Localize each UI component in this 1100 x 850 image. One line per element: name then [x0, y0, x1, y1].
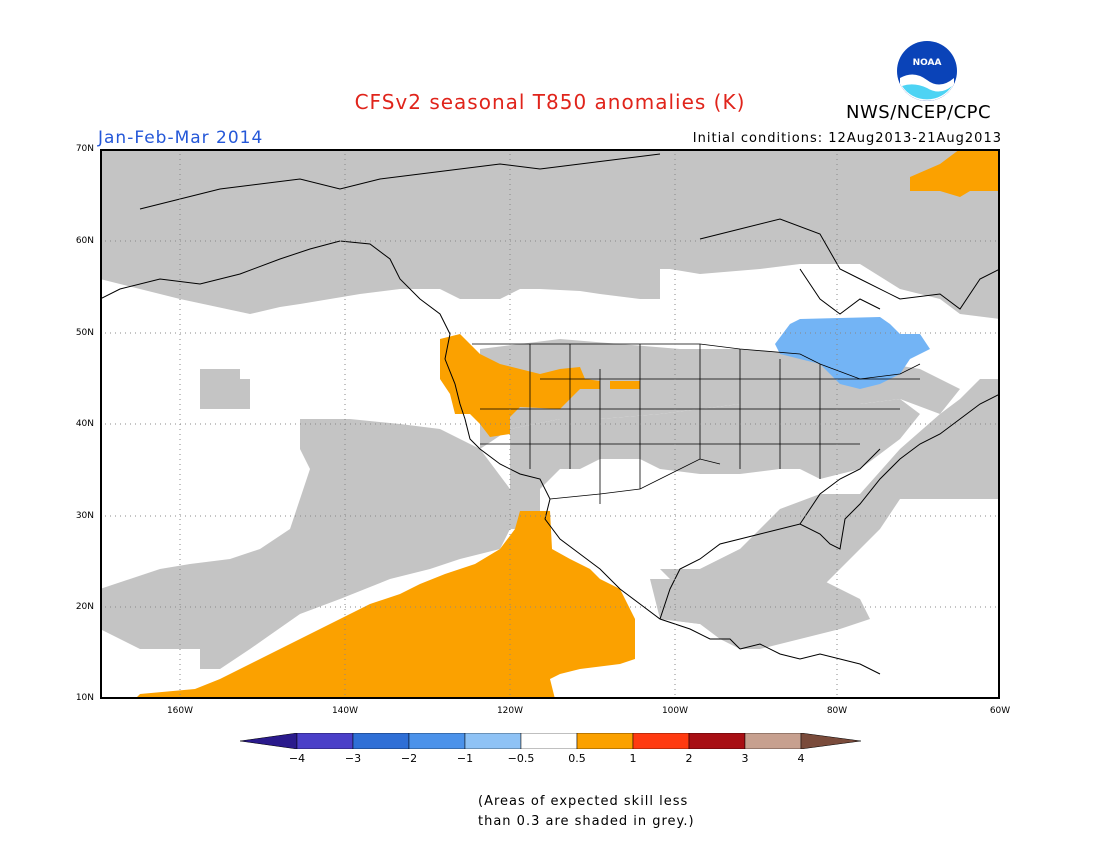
- lon-label-160w: 160W: [166, 706, 194, 716]
- colorbar-label: 0.5: [568, 752, 586, 765]
- colorbar-arrow-low: [239, 732, 298, 750]
- lon-label-60w: 60W: [989, 706, 1011, 716]
- initial-conditions: Initial conditions: 12Aug2013-21Aug2013: [692, 131, 1002, 146]
- noaa-logo: NOAA: [896, 40, 958, 106]
- lat-label-20n: 20N: [75, 602, 94, 612]
- noaa-logo-text: NOAA: [913, 58, 942, 68]
- colorbar-label: 1: [629, 752, 637, 765]
- skill-note: (Areas of expected skill less than 0.3 a…: [478, 792, 695, 832]
- colorbar-label: −4: [288, 752, 306, 765]
- lon-label-80w: 80W: [826, 706, 848, 716]
- colorbar-bin: [632, 732, 690, 750]
- colorbar-bin: [688, 732, 746, 750]
- forecast-period: Jan-Feb-Mar 2014: [98, 128, 264, 148]
- colorbar-bin: [296, 732, 354, 750]
- gridlines: [100, 149, 1000, 699]
- lon-label-140w: 140W: [331, 706, 359, 716]
- colorbar-bin: [744, 732, 802, 750]
- colorbar-arrow-high: [800, 732, 862, 750]
- map-title: CFSv2 seasonal T850 anomalies (K): [354, 90, 746, 114]
- colorbar-bin: [408, 732, 466, 750]
- colorbar-bin: [520, 732, 578, 750]
- colorbar-label: 2: [685, 752, 693, 765]
- colorbar-label: −1: [456, 752, 474, 765]
- map-frame: [100, 149, 1000, 699]
- lat-label-50n: 50N: [75, 328, 94, 338]
- lat-label-70n: 70N: [75, 144, 94, 154]
- skill-note-line2: than 0.3 are shaded in grey.): [478, 814, 695, 829]
- lat-label-60n: 60N: [75, 236, 94, 246]
- anomaly-map: [99, 149, 1001, 703]
- colorbar-label: 3: [741, 752, 749, 765]
- lat-label-30n: 30N: [75, 511, 94, 521]
- colorbar-label: −2: [400, 752, 418, 765]
- lat-label-40n: 40N: [75, 419, 94, 429]
- lon-label-100w: 100W: [661, 706, 689, 716]
- colorbar-bin: [576, 732, 634, 750]
- coastlines: [99, 153, 1001, 675]
- political-borders: [472, 343, 921, 504]
- lat-label-10n: 10N: [75, 693, 94, 703]
- cold-anomaly-areas: [775, 317, 930, 389]
- colorbar-label: 4: [797, 752, 805, 765]
- warm-anomaly-areas: [135, 149, 1000, 699]
- agency-name: NWS/NCEP/CPC: [846, 102, 992, 123]
- colorbar-bin: [352, 732, 410, 750]
- colorbar-label: −3: [344, 752, 362, 765]
- colorbar-bin: [464, 732, 522, 750]
- skill-note-line1: (Areas of expected skill less: [478, 794, 689, 809]
- colorbar-label: −0.5: [507, 752, 535, 765]
- colorbar: [239, 732, 862, 753]
- lon-label-120w: 120W: [496, 706, 524, 716]
